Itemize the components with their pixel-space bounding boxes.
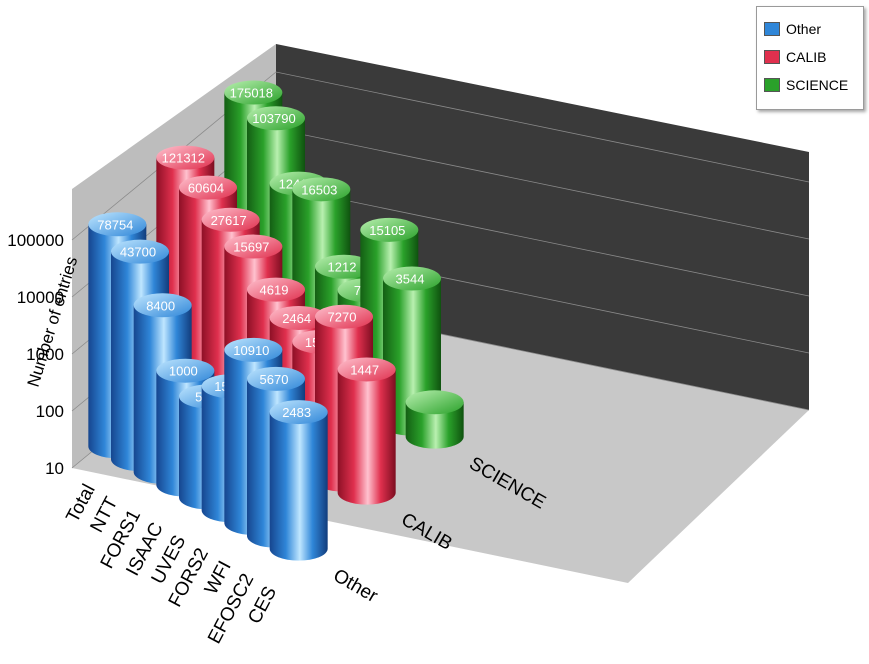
data-label: 15105 [369, 223, 405, 238]
legend-item-calib: CALIB [764, 43, 863, 71]
data-label: 2464 [282, 311, 311, 326]
data-label: 3544 [396, 272, 425, 287]
depth-tick-label: Other [330, 565, 382, 607]
data-label: 15697 [233, 240, 269, 255]
y-tick-label: 100000 [7, 231, 64, 250]
gridline [71, 71, 810, 241]
data-label: 1000 [169, 364, 198, 379]
bar-science-ces [405, 390, 464, 449]
y-tick-label: 100 [36, 402, 64, 421]
data-label: 8400 [146, 298, 175, 313]
data-label: 78754 [97, 217, 133, 232]
y-tick-label: 10 [45, 459, 64, 478]
data-label: 103790 [252, 111, 295, 126]
legend-item-science: SCIENCE [764, 71, 863, 99]
legend-label-calib: CALIB [786, 49, 827, 65]
data-label: 7270 [328, 310, 357, 325]
data-label: 27617 [211, 213, 247, 228]
y-tick-label: 10000 [17, 288, 64, 307]
legend: Other CALIB SCIENCE [756, 6, 864, 110]
data-label: 16503 [301, 182, 337, 197]
legend-label-science: SCIENCE [786, 77, 849, 93]
data-label: 60604 [188, 181, 224, 196]
legend-swatch-other [764, 22, 780, 36]
legend-swatch-science [764, 78, 780, 92]
data-label: 43700 [120, 245, 156, 260]
bar-other-ces: 2483 [269, 400, 328, 561]
data-label: 10910 [233, 343, 269, 358]
y-tick-label: 1000 [26, 345, 64, 364]
y-axis: 10 100 1000 10000 100000 [7, 231, 64, 478]
data-label: 4619 [260, 283, 289, 298]
legend-item-other: Other [764, 15, 863, 43]
data-label: 1212 [328, 260, 357, 275]
legend-label-other: Other [786, 21, 822, 37]
bar-calib-ces: 1447 [337, 357, 396, 505]
data-label: 175018 [230, 86, 273, 101]
data-label: 5670 [260, 372, 289, 387]
bars: 1750181037901241916503121278715105354412… [88, 80, 464, 561]
legend-swatch-calib [764, 50, 780, 64]
data-label: 1447 [350, 362, 379, 377]
data-label: 121312 [162, 151, 205, 166]
data-label: 2483 [282, 405, 311, 420]
